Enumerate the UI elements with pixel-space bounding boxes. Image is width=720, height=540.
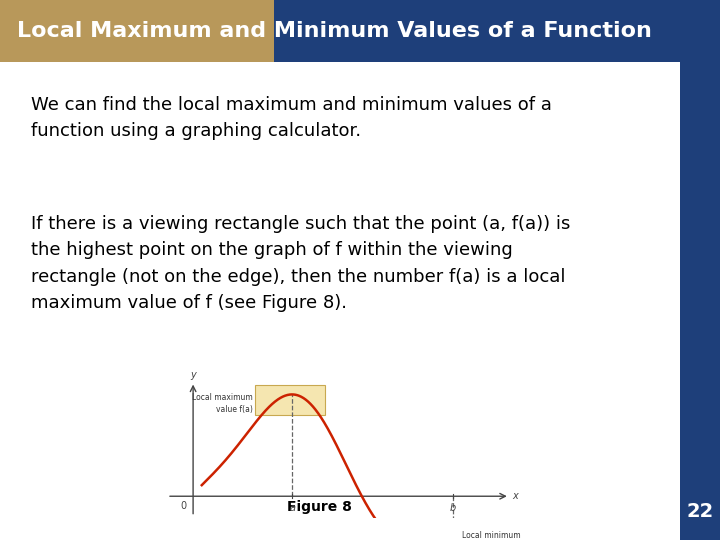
Text: Local minimum
value f(b): Local minimum value f(b) — [462, 530, 521, 540]
Text: 22: 22 — [687, 502, 714, 521]
Text: Local Maximum and Minimum Values of a Function: Local Maximum and Minimum Values of a Fu… — [17, 21, 652, 41]
Text: Local maximum
value f(a): Local maximum value f(a) — [192, 393, 253, 414]
Bar — [256, 385, 325, 415]
Text: x: x — [512, 491, 518, 501]
Text: 0: 0 — [181, 501, 186, 511]
Text: b: b — [450, 503, 456, 513]
Text: If there is a viewing rectangle such that the point (a, f(a)) is
the highest poi: If there is a viewing rectangle such tha… — [31, 215, 570, 312]
Text: We can find the local maximum and minimum values of a
function using a graphing : We can find the local maximum and minimu… — [31, 96, 552, 140]
Text: y: y — [190, 370, 196, 380]
Bar — [427, 523, 518, 540]
Text: Figure 8: Figure 8 — [287, 500, 352, 514]
Text: a: a — [289, 503, 295, 513]
